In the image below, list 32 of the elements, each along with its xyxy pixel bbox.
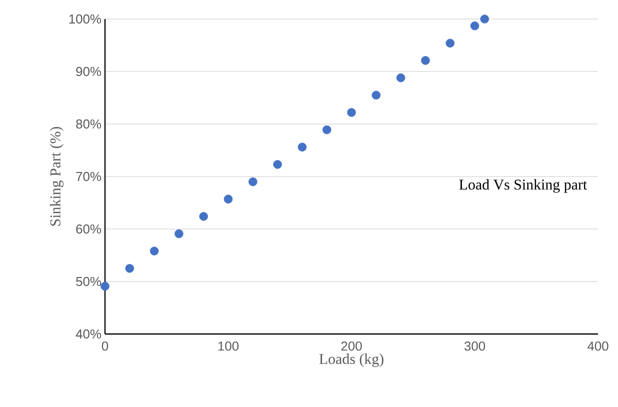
point: [421, 56, 430, 65]
y-tick-label: 80%: [76, 119, 102, 129]
point: [224, 194, 233, 204]
x-tick-label: 300: [464, 342, 486, 351]
point: [273, 160, 282, 169]
point: [150, 246, 159, 256]
annotation: Load Vs Sinking part: [459, 179, 587, 193]
y-tick-label: 50%: [76, 276, 102, 286]
y-axis-title: Sinking Part (%): [50, 126, 64, 226]
point: [322, 125, 332, 134]
x-tick-label: 200: [341, 342, 362, 351]
x-tick-label: 400: [588, 342, 608, 351]
point: [248, 177, 258, 186]
point: [396, 73, 406, 82]
point: [347, 108, 356, 117]
point: [125, 264, 134, 273]
point: [298, 142, 307, 152]
x-tick-label: 0: [102, 342, 108, 351]
y-tick-label: 90%: [76, 66, 102, 76]
point: [199, 212, 208, 221]
point: [446, 38, 454, 48]
point: [470, 21, 480, 30]
point: [480, 14, 489, 24]
point: [100, 282, 110, 291]
x-axis-title: Loads (kg): [319, 354, 384, 368]
y-tick-label: 60%: [76, 224, 102, 234]
y-tick-label: 100%: [69, 14, 102, 24]
x-tick-label: 100: [218, 342, 239, 351]
y-tick-label: 40%: [76, 329, 102, 339]
point: [174, 229, 184, 238]
y-tick-label: 70%: [76, 172, 102, 182]
point: [372, 90, 381, 100]
